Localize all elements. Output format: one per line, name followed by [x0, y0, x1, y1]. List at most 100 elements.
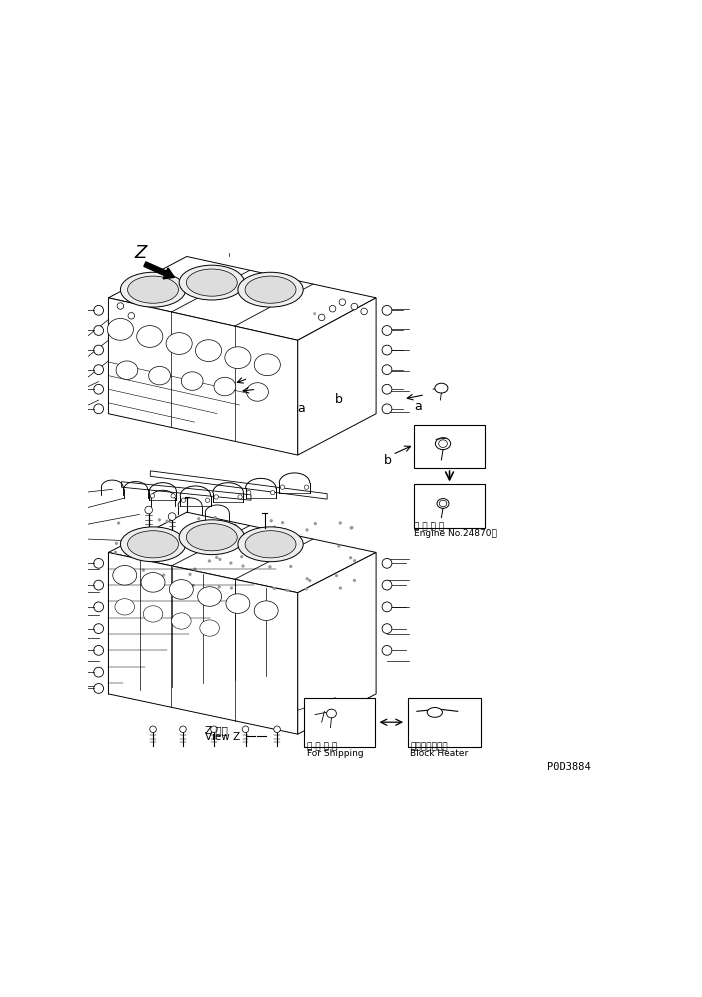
Circle shape: [218, 541, 221, 544]
Circle shape: [162, 573, 165, 576]
Circle shape: [361, 308, 367, 315]
Circle shape: [308, 579, 312, 582]
Circle shape: [94, 326, 103, 335]
Text: Z: Z: [134, 243, 147, 261]
Circle shape: [142, 568, 145, 572]
Circle shape: [218, 557, 222, 561]
Circle shape: [314, 522, 317, 525]
Ellipse shape: [254, 354, 280, 376]
Circle shape: [230, 561, 232, 564]
Circle shape: [94, 645, 103, 655]
Circle shape: [305, 587, 308, 590]
Text: b: b: [336, 393, 343, 406]
Circle shape: [382, 365, 392, 375]
Ellipse shape: [238, 272, 303, 307]
Circle shape: [210, 545, 213, 548]
Circle shape: [179, 549, 183, 553]
Circle shape: [94, 580, 103, 590]
Text: Block Heater: Block Heater: [411, 749, 469, 758]
Circle shape: [382, 345, 392, 355]
Ellipse shape: [238, 526, 303, 561]
Circle shape: [382, 558, 392, 568]
Circle shape: [186, 535, 189, 538]
FancyArrow shape: [144, 262, 175, 279]
Circle shape: [353, 559, 356, 562]
Polygon shape: [108, 512, 376, 592]
Circle shape: [242, 726, 249, 733]
Ellipse shape: [246, 383, 268, 401]
Circle shape: [234, 523, 237, 526]
Circle shape: [181, 498, 186, 502]
Circle shape: [319, 314, 325, 321]
Circle shape: [353, 579, 356, 582]
Ellipse shape: [137, 326, 163, 347]
Text: Engine No.24870～: Engine No.24870～: [414, 529, 497, 538]
Circle shape: [286, 588, 289, 592]
Circle shape: [121, 540, 124, 543]
Polygon shape: [298, 298, 376, 455]
Circle shape: [350, 526, 353, 529]
Circle shape: [94, 345, 103, 355]
Circle shape: [168, 512, 176, 520]
Circle shape: [185, 544, 187, 547]
Circle shape: [94, 624, 103, 633]
Circle shape: [382, 305, 392, 315]
Circle shape: [94, 667, 103, 677]
Circle shape: [94, 684, 103, 693]
Ellipse shape: [195, 340, 222, 362]
Text: P0D3884: P0D3884: [548, 762, 591, 772]
Ellipse shape: [121, 272, 185, 307]
Circle shape: [94, 365, 103, 375]
Ellipse shape: [214, 377, 236, 396]
Circle shape: [265, 556, 267, 559]
Ellipse shape: [437, 498, 449, 508]
Circle shape: [339, 299, 345, 305]
Text: a: a: [414, 400, 422, 413]
Ellipse shape: [141, 572, 165, 592]
Circle shape: [241, 564, 244, 567]
Ellipse shape: [166, 333, 192, 354]
Ellipse shape: [179, 265, 244, 300]
Circle shape: [305, 577, 309, 580]
Text: b: b: [384, 455, 392, 468]
Circle shape: [127, 550, 131, 553]
Circle shape: [134, 535, 138, 538]
Text: Z 　視: Z 視: [205, 725, 227, 735]
Circle shape: [150, 494, 154, 498]
Circle shape: [213, 515, 217, 519]
Circle shape: [94, 558, 103, 568]
Circle shape: [192, 584, 194, 587]
Circle shape: [273, 525, 276, 528]
Ellipse shape: [149, 366, 171, 385]
Circle shape: [337, 544, 340, 547]
Polygon shape: [108, 256, 376, 340]
Circle shape: [382, 384, 392, 394]
Circle shape: [270, 491, 275, 495]
Circle shape: [94, 384, 103, 394]
Circle shape: [329, 305, 336, 312]
Circle shape: [145, 506, 152, 513]
Circle shape: [115, 541, 118, 545]
Circle shape: [313, 312, 317, 315]
Circle shape: [274, 726, 280, 733]
Ellipse shape: [225, 347, 251, 369]
Text: View Z: View Z: [205, 732, 240, 742]
Ellipse shape: [115, 598, 135, 615]
Circle shape: [382, 624, 392, 633]
Circle shape: [117, 521, 120, 524]
Circle shape: [208, 559, 211, 562]
Circle shape: [171, 494, 176, 498]
Circle shape: [150, 726, 157, 733]
Circle shape: [94, 602, 103, 612]
Ellipse shape: [181, 372, 203, 390]
Bar: [414, 485, 485, 528]
Ellipse shape: [128, 530, 178, 558]
Circle shape: [304, 485, 309, 490]
Polygon shape: [108, 552, 298, 734]
Bar: [408, 698, 481, 747]
Ellipse shape: [200, 620, 220, 636]
Circle shape: [274, 552, 277, 556]
Ellipse shape: [186, 523, 237, 550]
Circle shape: [215, 555, 218, 559]
Circle shape: [256, 529, 260, 533]
